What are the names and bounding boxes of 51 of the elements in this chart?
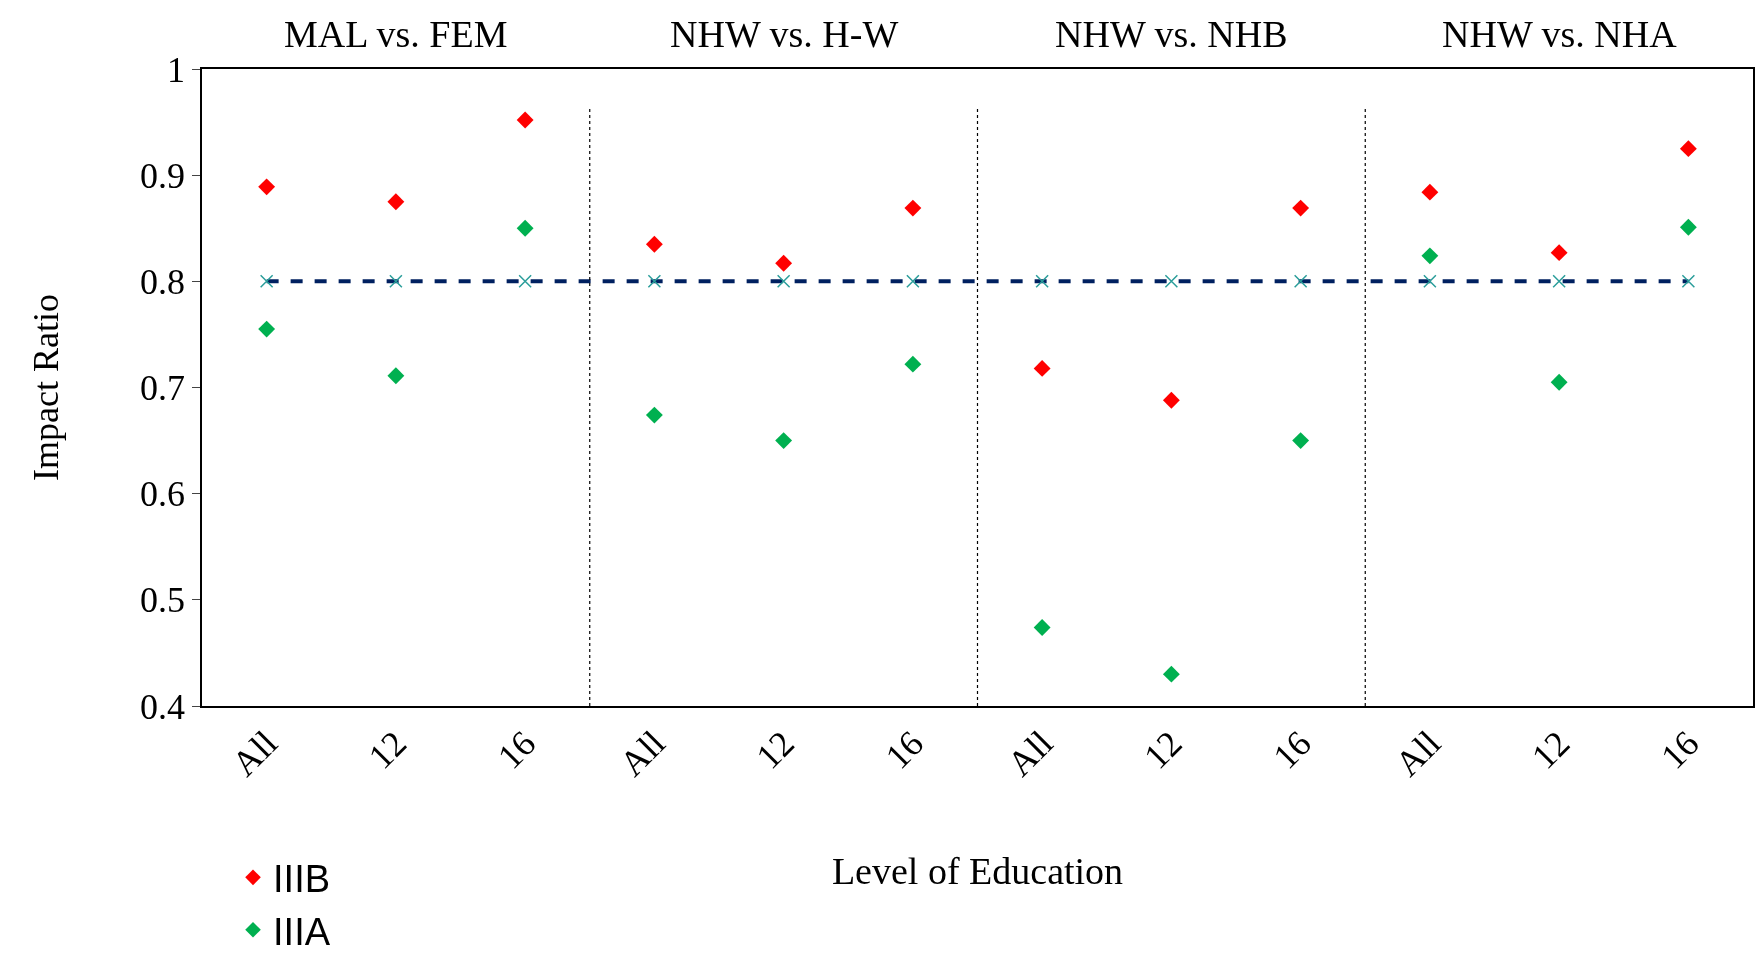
x-tick-label: 12 <box>360 723 415 777</box>
x-tick-label: 16 <box>877 723 932 777</box>
point <box>1162 391 1180 409</box>
y-axis-title: Impact Ratio <box>26 294 67 481</box>
point <box>1550 244 1568 262</box>
x-tick-label: 12 <box>1523 723 1578 777</box>
point <box>258 320 276 338</box>
legend-label: IIIB <box>273 858 331 901</box>
point <box>516 219 534 237</box>
x-tick-label: 16 <box>1265 723 1320 777</box>
y-tick-label: 0.8 <box>140 261 186 302</box>
point <box>1292 432 1310 450</box>
x-tick-label: All <box>224 723 286 784</box>
point <box>1679 218 1697 236</box>
y-tick-label: 0.4 <box>140 686 186 727</box>
point <box>1033 618 1051 636</box>
point <box>1162 665 1180 683</box>
point <box>1679 140 1697 158</box>
y-tick-label: 0.9 <box>140 155 186 196</box>
x-tick-label: 16 <box>1653 723 1707 777</box>
x-tick-label: 12 <box>748 723 803 777</box>
point <box>387 367 405 385</box>
point <box>1033 359 1051 377</box>
x-axis-title: Level of Education <box>831 850 1124 893</box>
x-tick-label: 12 <box>1136 723 1190 777</box>
point <box>1421 247 1439 265</box>
legend-label: IIIA <box>273 910 331 953</box>
point <box>775 432 793 450</box>
point <box>1421 183 1439 201</box>
x-tick-label: All <box>1387 723 1449 784</box>
point <box>258 178 276 196</box>
y-tick-label: 1 <box>167 49 186 90</box>
point <box>904 355 922 373</box>
point <box>1550 373 1568 391</box>
point <box>387 193 405 211</box>
text: NHW vs. NHA <box>1442 13 1678 55</box>
text: NHW vs. NHB <box>1055 13 1288 55</box>
point <box>775 254 793 272</box>
point <box>645 235 663 253</box>
y-tick-label: 0.7 <box>140 368 186 409</box>
x-tick-label: All <box>611 723 673 784</box>
x-tick-label: All <box>999 723 1061 784</box>
text: MAL vs. FEM <box>284 13 508 55</box>
point <box>645 406 663 424</box>
point <box>516 111 534 129</box>
point <box>904 199 922 217</box>
x-tick-label: 16 <box>489 723 544 777</box>
y-tick-label: 0.6 <box>140 474 186 515</box>
point <box>1292 199 1310 217</box>
text: NHW vs. H-W <box>670 13 899 55</box>
y-tick-label: 0.5 <box>140 580 186 621</box>
